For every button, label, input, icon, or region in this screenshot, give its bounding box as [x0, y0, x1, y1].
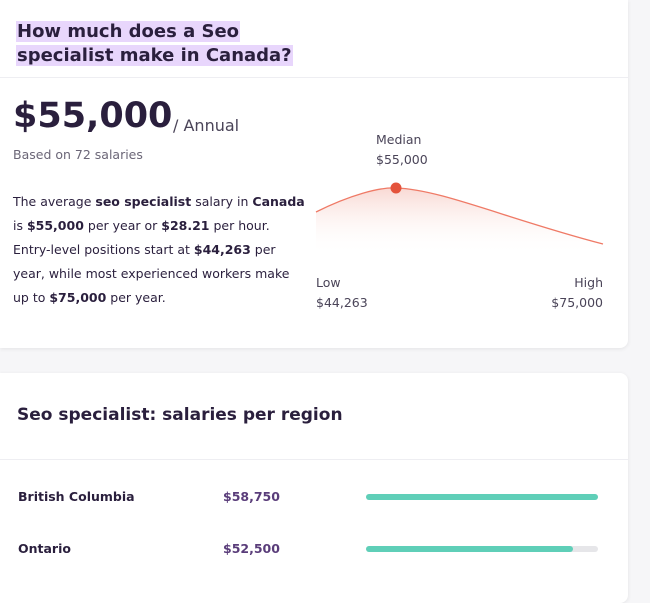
salary-card: How much does a Seo specialist make in C…: [0, 20, 628, 310]
high-value: $75,000: [551, 295, 603, 310]
region-salary: $58,750: [223, 489, 280, 504]
regions-card: [0, 373, 628, 603]
title-text: How much does a Seo specialist make in C…: [16, 21, 293, 66]
bold-text: $55,000: [26, 218, 84, 233]
page-title: How much does a Seo specialist make in C…: [16, 20, 316, 68]
bar: [366, 494, 598, 500]
regions-title: Seo specialist: salaries per region: [17, 405, 343, 425]
median-dot: [390, 182, 402, 194]
text: salary in: [191, 194, 253, 209]
low-value: $44,263: [316, 295, 368, 310]
curve-fill: [316, 187, 603, 255]
divider: [0, 459, 628, 460]
median-value: $55,000: [376, 152, 428, 167]
high-label: High: [574, 275, 603, 290]
bar-track: [366, 494, 598, 500]
salary-amount: $55,000: [13, 96, 173, 136]
salary-period: / Annual: [173, 116, 240, 135]
divider: [0, 77, 628, 78]
text: The average: [13, 194, 96, 209]
median-label: Median: [376, 132, 422, 147]
text: is: [13, 218, 27, 233]
region-salary: $52,500: [223, 541, 280, 556]
text: per year or: [83, 218, 162, 233]
based-on: Based on 72 salaries: [13, 147, 143, 162]
bar-track: [366, 546, 598, 552]
bold-text: seo specialist: [95, 194, 192, 209]
text: per hour. Entry-level positions start at: [13, 218, 270, 257]
region-name: British Columbia: [18, 489, 135, 504]
bold-text: $44,263: [193, 242, 251, 257]
distribution-curve: [315, 182, 604, 255]
bold-text: $28.21: [161, 218, 210, 233]
bold-text: $75,000: [49, 290, 107, 305]
curve-line: [315, 187, 604, 245]
region-name: Ontario: [18, 541, 71, 556]
bar: [366, 546, 574, 552]
bold-text: Canada: [252, 194, 305, 209]
low-label: Low: [316, 275, 341, 290]
text: per year.: [106, 290, 166, 305]
text: per year, while most experienced workers…: [13, 242, 290, 305]
description: The average seo specialist salary in Can…: [13, 190, 305, 310]
page: How much does a Seo specialist make in C…: [0, 20, 628, 556]
